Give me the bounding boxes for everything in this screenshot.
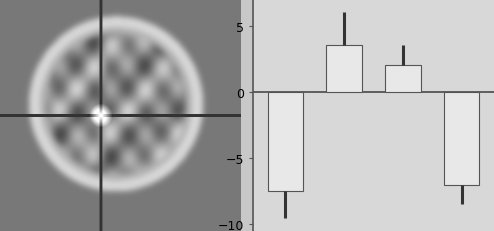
Bar xyxy=(327,46,362,92)
Bar xyxy=(385,66,420,92)
Bar xyxy=(444,92,479,185)
Bar xyxy=(268,92,303,191)
